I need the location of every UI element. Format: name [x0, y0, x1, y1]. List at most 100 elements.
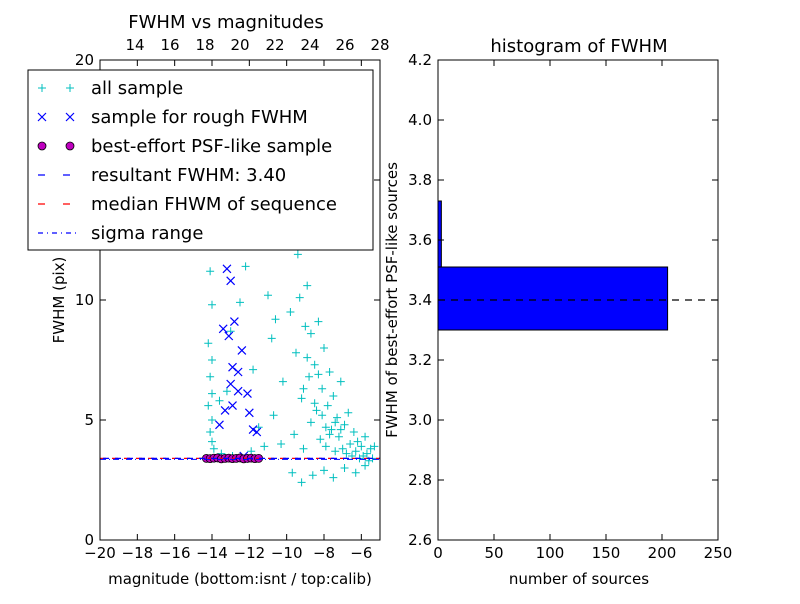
data-point-plus — [278, 377, 287, 386]
right-y-tick-label: 3.4 — [408, 291, 432, 309]
legend-marker-plus — [66, 84, 74, 92]
right-x-tick-label: 50 — [484, 544, 503, 562]
legend-marker-x — [37, 112, 47, 122]
data-point-plus — [334, 432, 343, 441]
data-point-plus — [222, 387, 231, 396]
legend-marker-circle — [37, 141, 47, 151]
left-x-tick-label: −16 — [159, 544, 191, 562]
data-point-plus — [321, 442, 330, 451]
data-point-plus — [208, 389, 216, 398]
data-point-plus — [357, 442, 366, 451]
data-point-x — [233, 386, 243, 396]
histogram-bar — [437, 200, 442, 268]
left-top-tick-label: 28 — [370, 36, 389, 54]
right-x-tick-label: 200 — [648, 544, 677, 562]
data-point-plus — [264, 291, 272, 300]
data-point-plus — [286, 308, 295, 316]
left-top-tick-label: 20 — [230, 36, 249, 54]
data-point-plus — [353, 437, 362, 446]
data-point-x — [244, 408, 254, 418]
left-x-tick-label: −6 — [350, 544, 372, 562]
data-point-x — [226, 276, 236, 286]
right-x-tick-label: 150 — [592, 544, 621, 562]
data-point-plus — [305, 372, 314, 381]
data-point-plus — [325, 430, 334, 439]
data-point-plus — [299, 444, 308, 453]
data-point-plus — [297, 394, 306, 403]
data-point-plus — [329, 473, 338, 482]
data-point-plus — [340, 464, 349, 472]
data-point-plus — [306, 418, 315, 427]
right-chart: 0 50 100 150 200 250 2.6 2.8 3.0 3.2 3.4 3.6 3.8 4.0… — [383, 36, 732, 588]
data-point-plus — [297, 478, 306, 487]
right-x-ticks: 0 50 100 150 200 250 — [433, 60, 732, 562]
data-point-plus — [277, 440, 286, 448]
left-y-tick-label: 10 — [75, 291, 94, 309]
data-point-plus — [325, 368, 334, 376]
left-x-tick-label: −14 — [196, 544, 228, 562]
data-point-x — [233, 367, 243, 377]
data-point-plus — [338, 444, 347, 453]
left-top-tick-label: 14 — [125, 36, 144, 54]
data-point-plus — [241, 262, 250, 271]
left-x-ticks: −20 −18 −16 −14 −12 −10 −8 −6 — [84, 60, 372, 562]
legend-label: sigma range — [91, 223, 203, 244]
data-point-plus — [303, 353, 312, 362]
data-point-plus — [267, 334, 276, 343]
data-point-plus — [206, 267, 215, 276]
left-x-axis-label: magnitude (bottom:isnt / top:calib) — [108, 570, 372, 588]
right-x-tick-label: 250 — [704, 544, 733, 562]
data-point-plus — [314, 317, 323, 326]
data-point-plus — [306, 329, 315, 338]
data-point-plus — [206, 372, 215, 381]
right-y-tick-label: 4.2 — [408, 51, 432, 69]
legend-label: sample for rough FWHM — [91, 107, 308, 128]
data-point-plus — [361, 461, 370, 470]
data-point-plus — [323, 401, 332, 410]
data-point-plus — [333, 413, 342, 422]
right-y-ticks: 2.6 2.8 3.0 3.2 3.4 3.6 3.8 4.0 4.2 — [408, 51, 718, 549]
left-top-tick-label: 24 — [300, 36, 319, 54]
data-point-plus — [312, 406, 321, 415]
data-point-plus — [342, 449, 351, 458]
left-top-tick-label: 16 — [160, 36, 179, 54]
right-y-tick-label: 2.8 — [408, 471, 432, 489]
data-point-plus — [336, 377, 345, 386]
right-y-axis-label: FWHM of best-effort PSF-like sources — [383, 162, 401, 438]
right-y-tick-label: 3.8 — [408, 171, 432, 189]
legend-marker-x — [65, 112, 75, 122]
data-point-plus — [320, 344, 328, 352]
left-x-tick-label: −8 — [313, 544, 335, 562]
left-y-tick-label: 5 — [84, 411, 94, 429]
data-point-plus — [336, 425, 345, 434]
data-point-plus — [204, 339, 213, 348]
data-point-plus — [206, 428, 215, 436]
data-point-plus — [318, 384, 327, 393]
legend: all sample sample for rough FWHM best-effo… — [27, 69, 374, 251]
right-y-tick-label: 3.6 — [408, 231, 432, 249]
histogram-bar — [437, 266, 669, 331]
left-y-tick-label: 0 — [84, 531, 94, 549]
data-point-plus — [310, 360, 319, 369]
legend-box — [27, 69, 374, 251]
data-point-x — [252, 427, 262, 437]
right-x-axis-label: number of sources — [509, 570, 649, 588]
right-y-tick-label: 3.0 — [408, 411, 432, 429]
data-point-plus — [301, 322, 310, 331]
data-point-plus — [310, 399, 319, 408]
left-top-tick-label: 22 — [265, 36, 284, 54]
data-point-x — [226, 379, 236, 389]
data-point-plus — [327, 425, 336, 434]
data-point-plus — [351, 468, 360, 477]
data-point-plus — [288, 468, 297, 477]
data-point-plus — [208, 356, 216, 364]
data-point-plus — [204, 401, 213, 410]
left-x-tick-label: −10 — [271, 544, 303, 562]
data-point-x — [237, 345, 247, 355]
data-point-plus — [321, 423, 330, 432]
left-reference-lines — [100, 457, 380, 460]
data-point-plus — [329, 392, 338, 400]
legend-item: best-effort PSF-like sample — [37, 136, 332, 157]
